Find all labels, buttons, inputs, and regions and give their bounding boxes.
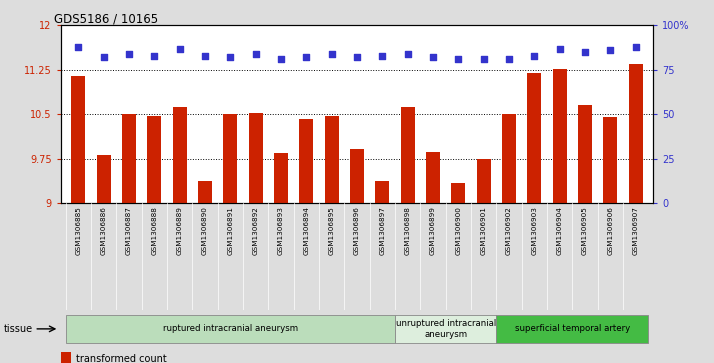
- Point: [478, 56, 489, 62]
- Text: GSM1306905: GSM1306905: [582, 207, 588, 255]
- Text: GSM1306899: GSM1306899: [430, 207, 436, 255]
- Point: [427, 54, 438, 60]
- Text: GSM1306894: GSM1306894: [303, 207, 309, 255]
- Text: GSM1306900: GSM1306900: [456, 207, 461, 255]
- Text: GSM1306889: GSM1306889: [177, 207, 183, 255]
- Bar: [350, 149, 364, 203]
- Point: [225, 54, 236, 60]
- Text: GSM1306901: GSM1306901: [481, 207, 487, 255]
- Point: [579, 49, 590, 55]
- Point: [174, 46, 186, 52]
- Bar: [299, 119, 313, 203]
- Point: [73, 44, 84, 50]
- Bar: [122, 114, 136, 203]
- Text: GSM1306892: GSM1306892: [253, 207, 258, 255]
- Text: GSM1306902: GSM1306902: [506, 207, 512, 255]
- Point: [98, 54, 109, 60]
- Bar: [61, 352, 71, 363]
- Bar: [477, 159, 491, 203]
- Text: GSM1306906: GSM1306906: [607, 207, 613, 255]
- Point: [149, 53, 160, 58]
- Bar: [578, 106, 592, 203]
- Bar: [223, 114, 237, 203]
- Point: [554, 46, 565, 52]
- Text: GSM1306893: GSM1306893: [278, 207, 284, 255]
- Text: superficial temporal artery: superficial temporal artery: [515, 325, 630, 333]
- Bar: [502, 114, 516, 203]
- Point: [503, 56, 515, 62]
- Text: GSM1306890: GSM1306890: [202, 207, 208, 255]
- Bar: [173, 107, 186, 203]
- Point: [326, 51, 338, 57]
- Text: transformed count: transformed count: [76, 354, 166, 363]
- Text: GSM1306907: GSM1306907: [633, 207, 638, 255]
- Text: GSM1306887: GSM1306887: [126, 207, 132, 255]
- Text: GSM1306891: GSM1306891: [227, 207, 233, 255]
- Text: GDS5186 / 10165: GDS5186 / 10165: [54, 13, 158, 26]
- Text: GSM1306886: GSM1306886: [101, 207, 107, 255]
- Bar: [71, 76, 86, 203]
- Bar: [426, 152, 440, 203]
- Text: GSM1306897: GSM1306897: [379, 207, 386, 255]
- Bar: [401, 107, 415, 203]
- Bar: [325, 116, 338, 203]
- Point: [250, 51, 261, 57]
- Bar: [553, 69, 567, 203]
- Text: GSM1306903: GSM1306903: [531, 207, 537, 255]
- Bar: [97, 155, 111, 203]
- Bar: [628, 64, 643, 203]
- Bar: [274, 153, 288, 203]
- Point: [402, 51, 413, 57]
- Text: GSM1306885: GSM1306885: [76, 207, 81, 255]
- Text: ruptured intracranial aneurysm: ruptured intracranial aneurysm: [163, 325, 298, 333]
- Bar: [528, 73, 541, 203]
- Bar: [198, 181, 212, 203]
- Point: [453, 56, 464, 62]
- Point: [276, 56, 287, 62]
- Bar: [603, 117, 617, 203]
- Point: [301, 54, 312, 60]
- Bar: [376, 181, 389, 203]
- Point: [351, 54, 363, 60]
- Point: [528, 53, 540, 58]
- Bar: [147, 115, 161, 203]
- Text: GSM1306888: GSM1306888: [151, 207, 157, 255]
- Text: GSM1306896: GSM1306896: [354, 207, 360, 255]
- Text: GSM1306898: GSM1306898: [405, 207, 411, 255]
- Point: [199, 53, 211, 58]
- Point: [376, 53, 388, 58]
- Point: [124, 51, 135, 57]
- Text: tissue: tissue: [4, 324, 33, 334]
- Point: [630, 44, 641, 50]
- Bar: [248, 113, 263, 203]
- Point: [605, 48, 616, 53]
- Text: unruptured intracranial
aneurysm: unruptured intracranial aneurysm: [396, 319, 496, 339]
- FancyBboxPatch shape: [496, 314, 648, 343]
- Text: GSM1306904: GSM1306904: [557, 207, 563, 255]
- Text: GSM1306895: GSM1306895: [328, 207, 335, 255]
- FancyBboxPatch shape: [395, 314, 496, 343]
- FancyBboxPatch shape: [66, 314, 395, 343]
- Bar: [451, 183, 466, 203]
